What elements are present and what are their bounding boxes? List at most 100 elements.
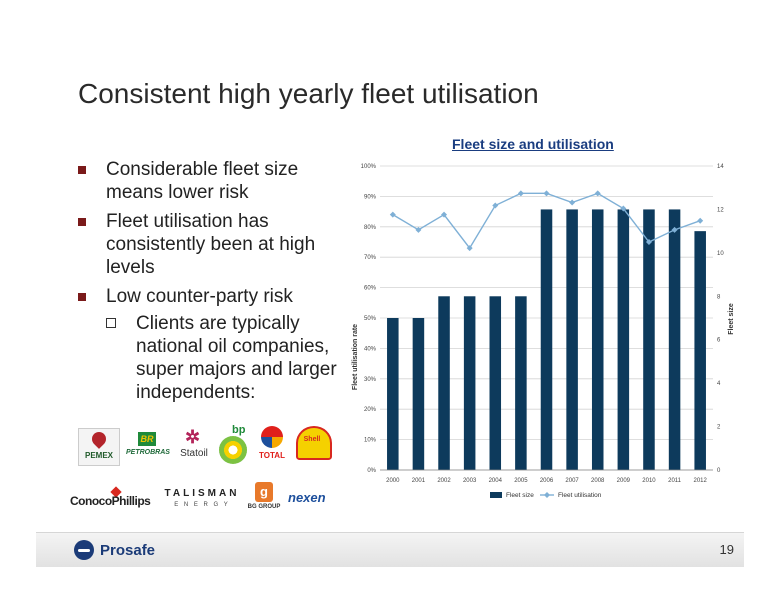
x-tick-label: 2001 bbox=[412, 478, 426, 484]
y-tick-label: 10% bbox=[364, 438, 377, 444]
utilisation-point bbox=[697, 217, 704, 224]
sub-bullet-item: Clients are typically national oil compa… bbox=[106, 312, 358, 404]
legend-fleet-size-label: Fleet size bbox=[506, 492, 534, 499]
utilisation-point bbox=[466, 245, 473, 252]
x-tick-label: 2012 bbox=[694, 478, 708, 484]
bullet-marker bbox=[78, 293, 86, 301]
pemex-label: PEMEX bbox=[84, 451, 113, 460]
y2-tick-label: 10 bbox=[717, 251, 724, 257]
y-tick-label: 90% bbox=[364, 194, 377, 200]
bggroup-label: BG GROUP bbox=[247, 504, 281, 510]
petrobras-logo: BR PETROBRAS bbox=[122, 432, 174, 462]
x-tick-label: 2004 bbox=[489, 478, 503, 484]
bullet-item: Considerable fleet size means lower risk bbox=[78, 158, 358, 204]
utilisation-point bbox=[671, 226, 678, 233]
bullet-text: Low counter-party risk bbox=[106, 286, 293, 307]
fleet-size-bar bbox=[540, 209, 553, 470]
pemex-logo: PEMEX bbox=[78, 428, 120, 466]
y-tick-label: 0% bbox=[367, 468, 376, 474]
utilisation-point bbox=[569, 199, 576, 206]
y2-tick-label: 0 bbox=[717, 468, 721, 474]
bullet-item: Low counter-party risk Clients are typic… bbox=[78, 285, 358, 404]
fleet-chart: Fleet utilisation rate Fleet size 0% 10% 2… bbox=[340, 158, 750, 518]
x-tick-label: 2009 bbox=[617, 478, 631, 484]
bullet-marker bbox=[78, 218, 86, 226]
petrobras-label: PETROBRAS bbox=[126, 449, 170, 456]
chart-title: Fleet size and utilisation bbox=[452, 136, 614, 152]
y2-tick-label: 4 bbox=[717, 381, 721, 387]
statoil-star-icon: ✲ bbox=[185, 427, 201, 447]
fleet-size-bar bbox=[566, 209, 578, 470]
bggroup-logo: g BG GROUP bbox=[246, 482, 282, 514]
talisman-logo: TALISMAN E N E R G Y bbox=[162, 488, 242, 512]
talisman-label: TALISMAN bbox=[164, 488, 240, 499]
utilisation-point bbox=[543, 190, 550, 197]
x-tick-label: 2006 bbox=[540, 478, 554, 484]
nexen-label: nexen bbox=[288, 490, 326, 505]
nexen-logo: nexen bbox=[288, 490, 330, 508]
legend-fleet-size-swatch bbox=[490, 492, 502, 498]
slide-title: Consistent high yearly fleet utilisation bbox=[78, 78, 539, 109]
bullet-text: Fleet utilisation has consistently been … bbox=[106, 211, 316, 278]
utilisation-point bbox=[415, 226, 422, 233]
fleet-size-bar bbox=[617, 209, 630, 470]
legend-utilisation-label: Fleet utilisation bbox=[558, 492, 602, 499]
fleet-size-bar bbox=[643, 209, 655, 470]
page-number: 19 bbox=[719, 542, 734, 557]
y-tick-label: 60% bbox=[364, 286, 377, 292]
fleet-size-bar bbox=[387, 318, 399, 470]
total-label: TOTAL bbox=[259, 451, 285, 460]
statoil-logo: ✲ Statoil bbox=[176, 428, 212, 462]
utilisation-point bbox=[492, 202, 499, 209]
talisman-sub-label: E N E R G Y bbox=[174, 502, 230, 508]
utilisation-point bbox=[441, 211, 448, 218]
fleet-size-bar bbox=[668, 209, 681, 470]
y2-tick-label: 6 bbox=[717, 338, 721, 344]
fleet-size-bar bbox=[463, 296, 476, 470]
x-tick-label: 2008 bbox=[591, 478, 605, 484]
x-tick-label: 2011 bbox=[668, 478, 682, 484]
x-tick-label: 2010 bbox=[642, 478, 656, 484]
y-tick-label: 40% bbox=[364, 346, 377, 352]
y-tick-label: 80% bbox=[364, 225, 377, 231]
bp-logo: bp bbox=[216, 424, 250, 464]
shell-pecten-icon bbox=[296, 426, 332, 460]
bullet-list: Considerable fleet size means lower risk… bbox=[78, 158, 358, 410]
hollow-square-marker bbox=[106, 318, 116, 328]
x-tick-label: 2007 bbox=[565, 478, 579, 484]
petrobras-br-icon: BR bbox=[138, 432, 156, 446]
bp-label: bp bbox=[232, 424, 246, 436]
y-tick-label: 30% bbox=[364, 377, 377, 383]
utilisation-point bbox=[645, 239, 652, 245]
y-axis-label: Fleet utilisation rate bbox=[352, 324, 359, 390]
fleet-size-bar bbox=[591, 209, 604, 470]
y-tick-label: 50% bbox=[364, 316, 377, 322]
prosafe-logo-icon bbox=[74, 540, 94, 560]
y-tick-label: 100% bbox=[361, 164, 377, 170]
total-swirl-icon bbox=[261, 426, 283, 448]
y2-axis-label: Fleet size bbox=[728, 303, 735, 335]
x-tick-label: 2000 bbox=[386, 478, 400, 484]
sub-bullet-list: Clients are typically national oil compa… bbox=[106, 312, 358, 404]
shell-label: Shell bbox=[303, 436, 321, 443]
y2-tick-label: 8 bbox=[717, 294, 721, 300]
x-tick-label: 2003 bbox=[463, 478, 477, 484]
fleet-size-bar bbox=[489, 296, 502, 470]
statoil-label: Statoil bbox=[180, 448, 208, 459]
y-tick-label: 20% bbox=[364, 407, 377, 413]
pemex-drop-icon bbox=[89, 429, 109, 449]
y2-tick-label: 12 bbox=[717, 207, 724, 213]
footer-logo: Prosafe bbox=[74, 540, 155, 560]
fleet-size-bar bbox=[515, 296, 527, 470]
utilisation-point bbox=[620, 205, 627, 212]
bullet-item: Fleet utilisation has consistently been … bbox=[78, 210, 358, 279]
footer-bar: Prosafe 19 bbox=[36, 532, 744, 567]
footer-company: Prosafe bbox=[100, 541, 156, 559]
fleet-size-bar bbox=[438, 296, 450, 470]
bp-helios-icon bbox=[219, 436, 247, 464]
y-tick-label: 70% bbox=[364, 255, 377, 261]
utilisation-point bbox=[517, 190, 524, 197]
y2-tick-label: 2 bbox=[717, 425, 721, 431]
bggroup-mark-icon: g bbox=[255, 482, 273, 502]
total-logo: TOTAL bbox=[256, 426, 288, 462]
